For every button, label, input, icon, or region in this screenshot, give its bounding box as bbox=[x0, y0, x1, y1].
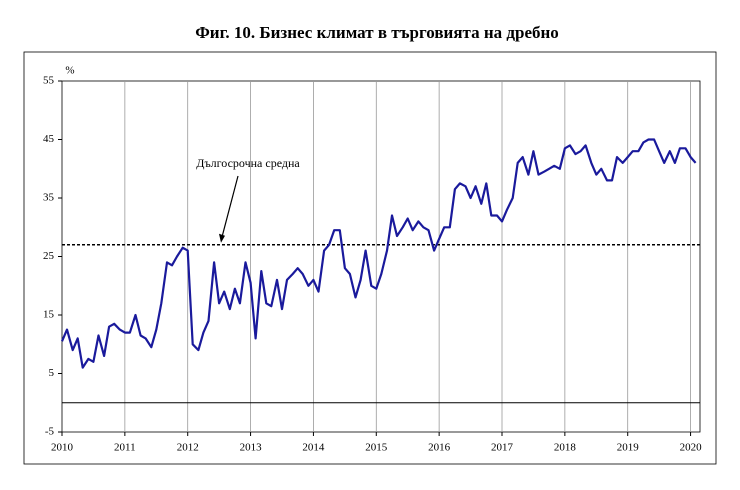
plot-area bbox=[61, 80, 701, 433]
x-tick-label: 2011 bbox=[114, 442, 136, 454]
x-tick-label: 2010 bbox=[51, 442, 74, 454]
x-tick-label: 2015 bbox=[365, 442, 388, 454]
x-tick-label: 2020 bbox=[680, 442, 703, 454]
y-tick-label: 15 bbox=[43, 309, 55, 321]
x-tick-label: 2014 bbox=[302, 442, 325, 454]
y-tick-label: -5 bbox=[45, 426, 55, 438]
x-tick-label: 2017 bbox=[491, 442, 514, 454]
arrow-head bbox=[219, 233, 225, 243]
chart-title: Фиг. 10. Бизнес климат в търговията на д… bbox=[195, 23, 559, 42]
x-tick-label: 2016 bbox=[428, 442, 451, 454]
x-tick-label: 2013 bbox=[240, 442, 263, 454]
y-tick-label: 35 bbox=[43, 192, 55, 204]
y-tick-label: 45 bbox=[43, 133, 55, 145]
x-tick-label: 2012 bbox=[177, 442, 199, 454]
chart-frame bbox=[23, 51, 717, 465]
y-tick-label: 25 bbox=[43, 250, 55, 262]
reference-label: Дългосрочна средна bbox=[196, 156, 300, 170]
x-tick-label: 2019 bbox=[617, 442, 640, 454]
y-tick-label: 55 bbox=[43, 75, 55, 87]
y-tick-label: 5 bbox=[49, 367, 55, 379]
y-unit: % bbox=[65, 65, 74, 77]
x-tick-label: 2018 bbox=[554, 442, 577, 454]
annotation-arrow bbox=[220, 175, 239, 241]
data-line bbox=[60, 138, 697, 369]
